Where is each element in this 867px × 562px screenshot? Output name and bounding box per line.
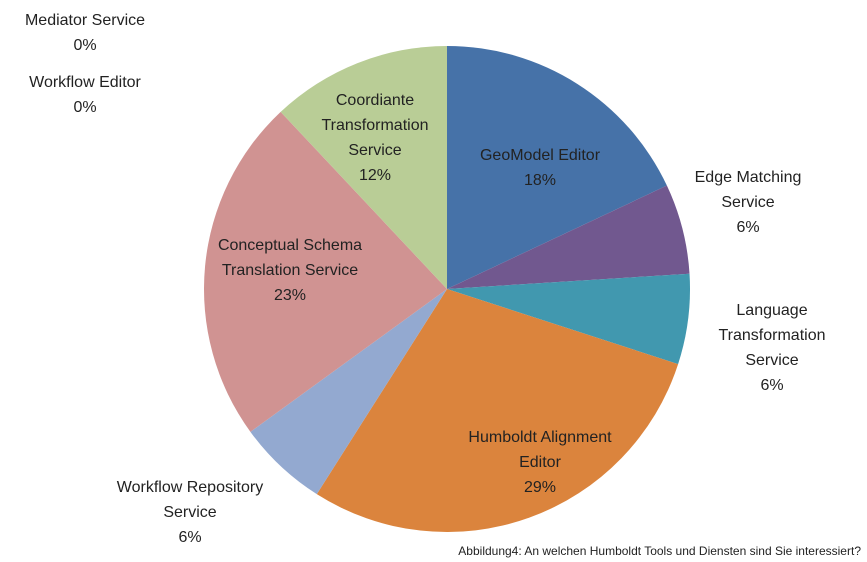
pie-slice [250,289,447,495]
slice-label: Language Transformation Service 6% [702,298,842,398]
pie-slice [204,111,447,432]
value-label: 0% [73,37,97,54]
slice-label: Workflow Repository Service 6% [113,475,268,550]
pie-slice [316,289,679,532]
value-label: 6% [760,377,784,394]
category-label: Workflow Repository Service [116,479,264,521]
category-label: Conceptual Schema Translation Service [217,237,363,279]
slice-label: Humboldt Alignment Editor 29% [465,425,615,500]
value-label: 18% [523,172,557,189]
value-label: 6% [178,529,202,546]
value-label: 29% [523,479,557,496]
category-label: Mediator Service [24,12,146,29]
slice-label: Conceptual Schema Translation Service 23% [218,233,363,308]
value-label: 0% [73,99,97,116]
pie-slice [447,273,690,365]
value-label: 6% [736,219,760,236]
category-label: Language Transformation Service [718,302,826,369]
category-label: Edge Matching Service [694,169,802,211]
pie-slice [280,46,447,289]
category-label: Workflow Editor [29,74,141,91]
category-label: Humboldt Alignment Editor [468,429,612,471]
caption: Abbildung4: An welchen Humboldt Tools un… [458,544,861,558]
value-label: 12% [358,167,392,184]
pie-slice [447,185,690,289]
slice-label: Mediator Service 0% [0,8,175,58]
category-label: Coordiante Transformation Service [321,92,429,159]
slice-label: Workflow Editor 0% [0,70,175,120]
category-label: GeoModel Editor [479,147,601,164]
pie-slice [447,46,667,289]
slice-label: GeoModel Editor 18% [455,143,625,193]
value-label: 23% [273,287,307,304]
slice-label: Coordiante Transformation Service 12% [305,88,445,188]
slice-label: Edge Matching Service 6% [688,165,808,240]
